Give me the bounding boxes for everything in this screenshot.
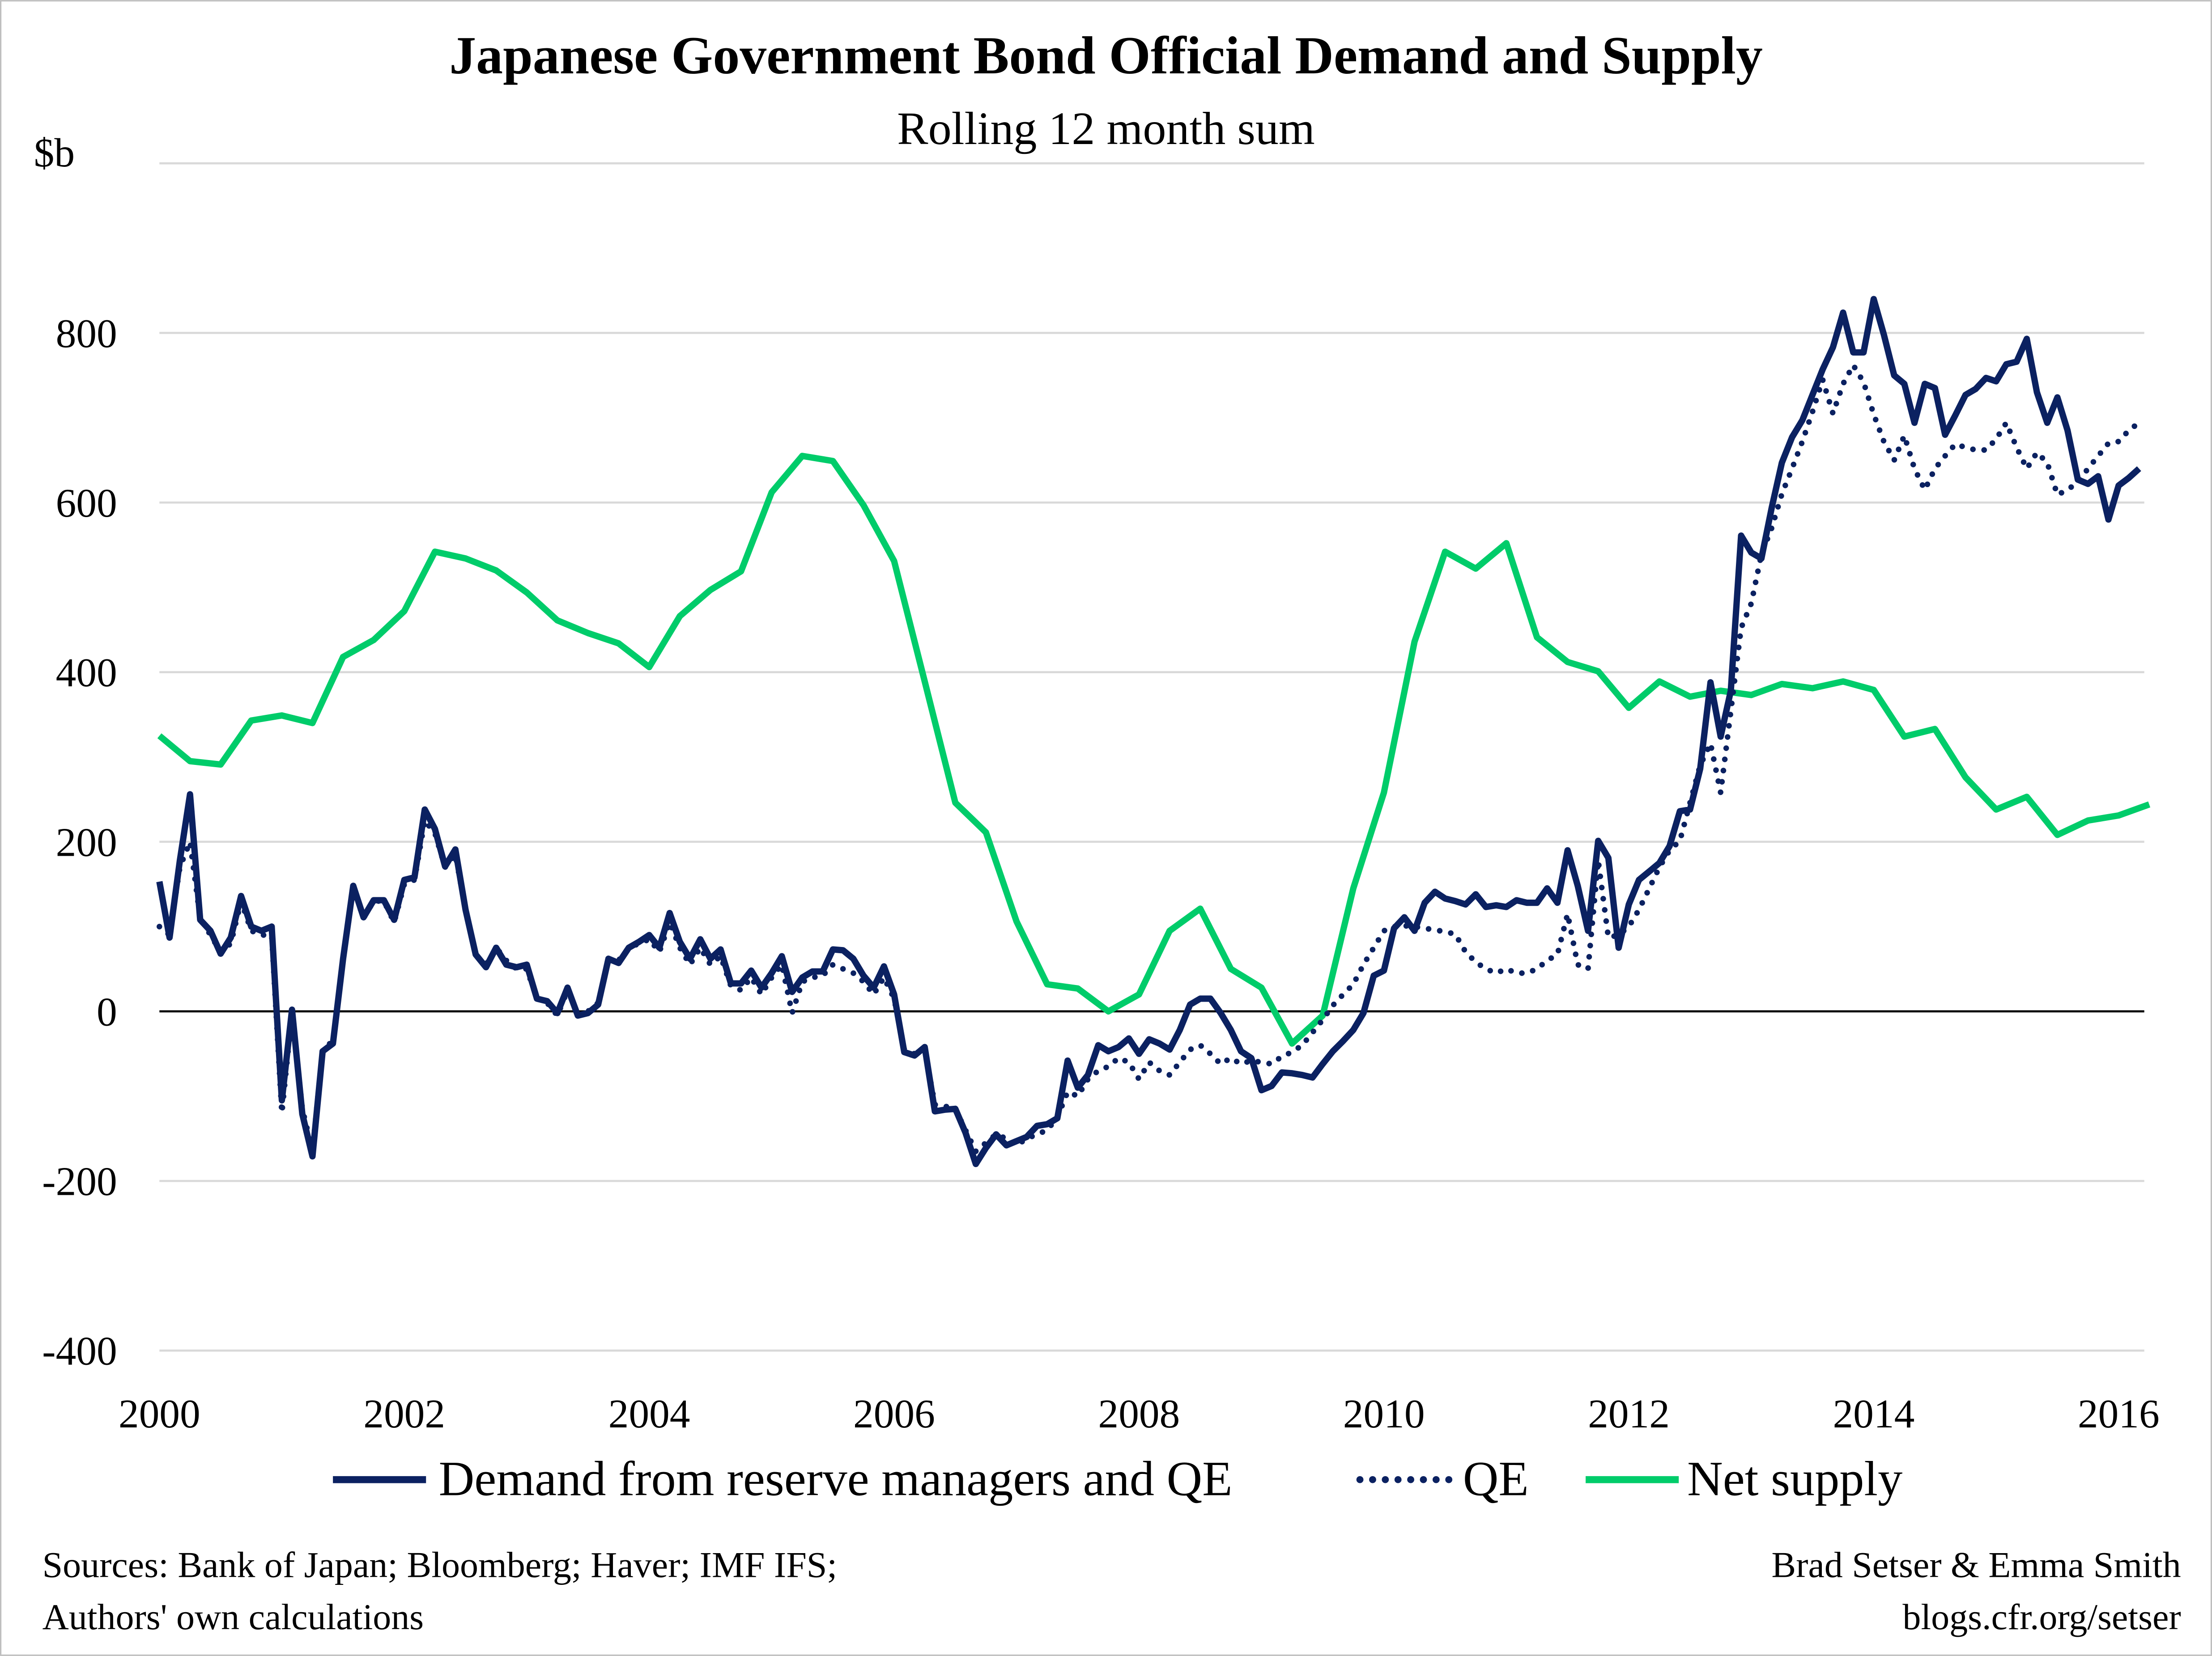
x-tick-label: 2012 [1588, 1391, 1670, 1436]
authors-credit: Brad Setser & Emma Smith [1771, 1544, 2181, 1585]
y-tick-label: 600 [56, 480, 117, 526]
x-tick-label: 2000 [119, 1391, 200, 1436]
x-tick-label: 2004 [608, 1391, 690, 1436]
x-axis-ticks: 2000 2002 2004 2006 2008 2010 2012 2014 2016 [119, 1391, 2160, 1436]
x-tick-label: 2016 [2078, 1391, 2160, 1436]
y-tick-label: -200 [42, 1159, 117, 1204]
x-tick-label: 2008 [1098, 1391, 1180, 1436]
legend-label-net-supply: Net supply [1687, 1451, 1902, 1506]
x-tick-label: 2002 [363, 1391, 445, 1436]
series-line-demand-from-reserve-managers-and-qe [156, 296, 2141, 1168]
source-url: blogs.cfr.org/setser [1902, 1597, 2181, 1637]
y-axis-unit-label: $b [34, 130, 75, 175]
x-tick-label: 2010 [1343, 1391, 1425, 1436]
sources-line-2: Authors' own calculations [43, 1597, 424, 1637]
sources-line-1: Sources: Bank of Japan; Bloomberg; Haver… [43, 1544, 838, 1585]
gridlines [159, 162, 2144, 1352]
y-tick-label: 0 [97, 989, 117, 1034]
chart-title: Japanese Government Bond Official Demand… [449, 25, 1762, 85]
legend-label-qe: QE [1463, 1451, 1529, 1506]
chart-subtitle: Rolling 12 month sum [897, 102, 1315, 154]
y-tick-label: 400 [56, 650, 117, 695]
y-axis-ticks: 800 600 400 200 0 -200 -400 [42, 311, 117, 1374]
y-tick-label: 200 [56, 820, 117, 865]
series-lines [156, 296, 2151, 1168]
x-tick-label: 2006 [853, 1391, 935, 1436]
y-tick-label: -400 [42, 1329, 117, 1374]
legend-label-demand: Demand from reserve managers and QE [439, 1451, 1233, 1506]
x-tick-label: 2014 [1833, 1391, 1914, 1436]
series-line-net-supply [157, 453, 2151, 1047]
legend: Demand from reserve managers and QE QE N… [333, 1451, 1902, 1506]
y-tick-label: 800 [56, 311, 117, 356]
series-line-qe [156, 362, 2142, 1154]
